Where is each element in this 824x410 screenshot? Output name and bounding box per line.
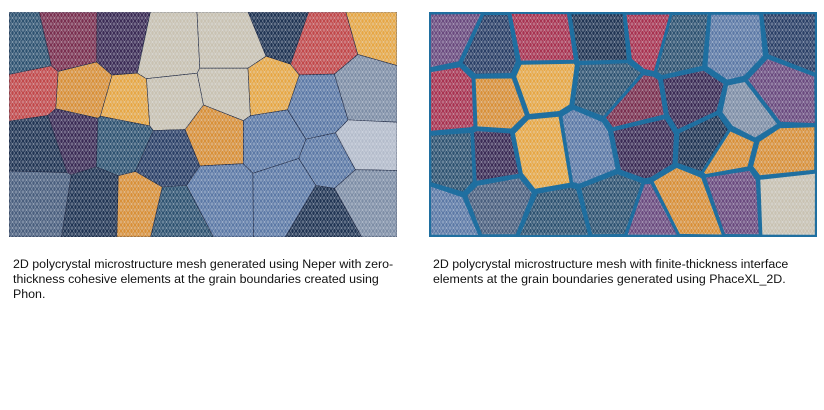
grain bbox=[520, 187, 589, 236]
grain bbox=[657, 14, 708, 75]
grain bbox=[707, 14, 763, 80]
grain bbox=[748, 59, 815, 124]
grain bbox=[760, 173, 815, 235]
grain bbox=[722, 82, 777, 138]
mesh-image-finite-thickness bbox=[429, 12, 817, 237]
mesh-image-zero-thickness bbox=[9, 12, 397, 237]
grain bbox=[511, 13, 574, 61]
grain bbox=[335, 119, 397, 171]
grain bbox=[574, 63, 642, 116]
grain bbox=[467, 178, 532, 235]
grain bbox=[334, 54, 397, 123]
grain bbox=[9, 170, 72, 237]
grain bbox=[430, 186, 479, 235]
figure-caption: 2D polycrystal microstructure mesh gener… bbox=[13, 257, 394, 301]
grain bbox=[96, 12, 151, 76]
grain bbox=[516, 63, 575, 114]
grain bbox=[704, 131, 754, 174]
grain bbox=[247, 55, 300, 117]
grain bbox=[430, 14, 481, 68]
figure-caption: 2D polycrystal microstructure mesh with … bbox=[433, 257, 789, 286]
grain bbox=[146, 72, 204, 131]
figure-panel-finite-thickness: 2D polycrystal microstructure mesh with … bbox=[429, 12, 821, 287]
grain bbox=[345, 12, 397, 66]
grain bbox=[606, 75, 664, 128]
grain bbox=[252, 158, 317, 237]
grain bbox=[137, 12, 201, 80]
figure-panel-zero-thickness: 2D polycrystal microstructure mesh gener… bbox=[9, 12, 401, 302]
grain bbox=[677, 115, 728, 172]
grain bbox=[96, 115, 154, 177]
grain bbox=[9, 65, 59, 122]
grain bbox=[613, 119, 674, 179]
grain bbox=[9, 12, 52, 75]
grain bbox=[562, 109, 616, 184]
grain bbox=[581, 174, 642, 235]
grain bbox=[61, 166, 119, 237]
grain bbox=[116, 171, 163, 237]
grain bbox=[462, 15, 516, 74]
grain bbox=[431, 67, 474, 131]
grain bbox=[135, 129, 201, 188]
grain bbox=[706, 170, 759, 235]
grain bbox=[431, 133, 473, 192]
grain bbox=[763, 14, 816, 73]
grain bbox=[196, 12, 267, 69]
grain bbox=[475, 78, 525, 129]
grain bbox=[515, 116, 570, 189]
grain bbox=[287, 73, 349, 140]
grain bbox=[184, 104, 244, 167]
grain bbox=[627, 183, 677, 235]
grain bbox=[753, 127, 815, 176]
grain bbox=[653, 168, 722, 235]
grain bbox=[334, 169, 397, 237]
grain bbox=[290, 12, 359, 76]
grain bbox=[186, 163, 254, 237]
grain bbox=[242, 109, 307, 174]
grain bbox=[100, 72, 151, 127]
grain bbox=[474, 131, 519, 181]
grain bbox=[663, 70, 724, 130]
grain bbox=[298, 132, 356, 189]
grain bbox=[571, 14, 627, 61]
grain bbox=[47, 108, 99, 176]
grain bbox=[626, 14, 670, 71]
